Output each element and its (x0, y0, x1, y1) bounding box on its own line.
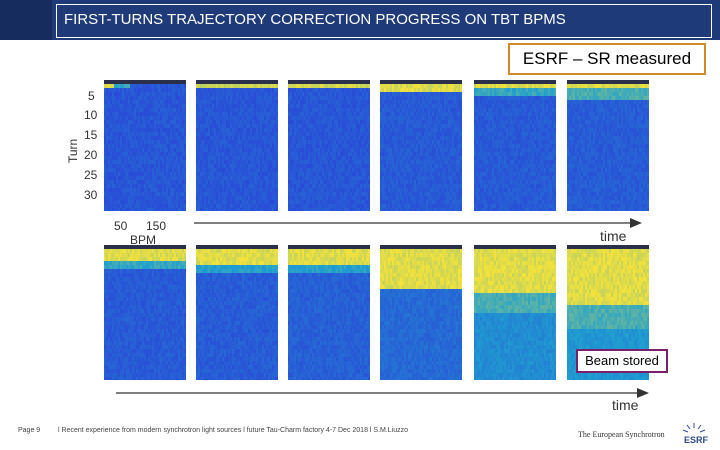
svg-text:Turn: Turn (66, 139, 80, 163)
heatmap-top-3 (288, 80, 370, 211)
heatmap-bottom-5 (474, 245, 556, 380)
y-tick-20: 20 (84, 148, 98, 162)
y-tick-25: 25 (84, 168, 98, 182)
x-tick-50: 50 (114, 219, 128, 233)
time-label-top: time (600, 228, 627, 244)
esrf-logo-icon: ESRF (682, 423, 709, 445)
beam-stored-badge: Beam stored (576, 349, 668, 373)
turn-axis-label: Turn (66, 139, 80, 163)
heatmap-bottom-2 (196, 245, 278, 380)
y-tick-10: 10 (84, 108, 98, 122)
y-tick-30: 30 (84, 188, 98, 202)
heatmap-top-5 (474, 80, 556, 211)
heatmap-top-4 (380, 80, 462, 211)
heatmap-bottom-3 (288, 245, 370, 380)
bpm-axis-label: BPM (130, 233, 157, 247)
heatmap-bottom-4 (380, 245, 462, 380)
heatmap-top-2 (196, 80, 278, 211)
title-bar (0, 0, 720, 40)
y-tick-5: 5 (88, 89, 95, 103)
time-arrow-top (194, 218, 642, 228)
time-arrow-bottom (116, 388, 649, 398)
y-tick-15: 15 (84, 128, 98, 142)
slide-title: FIRST-TURNS TRAJECTORY CORRECTION PROGRE… (64, 11, 566, 28)
footer-citation: l Recent experience from modern synchrot… (58, 427, 409, 434)
page-number: Page 9 (18, 427, 41, 434)
heatmap-bottom-1 (104, 245, 186, 380)
logo-caption: The European Synchrotron (578, 430, 665, 439)
title-left-strip (0, 0, 52, 40)
title-frame (56, 4, 712, 38)
esrf-measured-badge: ESRF – SR measured (508, 43, 706, 75)
time-label-bottom: time (612, 397, 639, 413)
heatmap-top-1 (104, 80, 186, 211)
x-tick-150: 150 (146, 219, 167, 233)
heatmap-top-6 (567, 80, 649, 211)
